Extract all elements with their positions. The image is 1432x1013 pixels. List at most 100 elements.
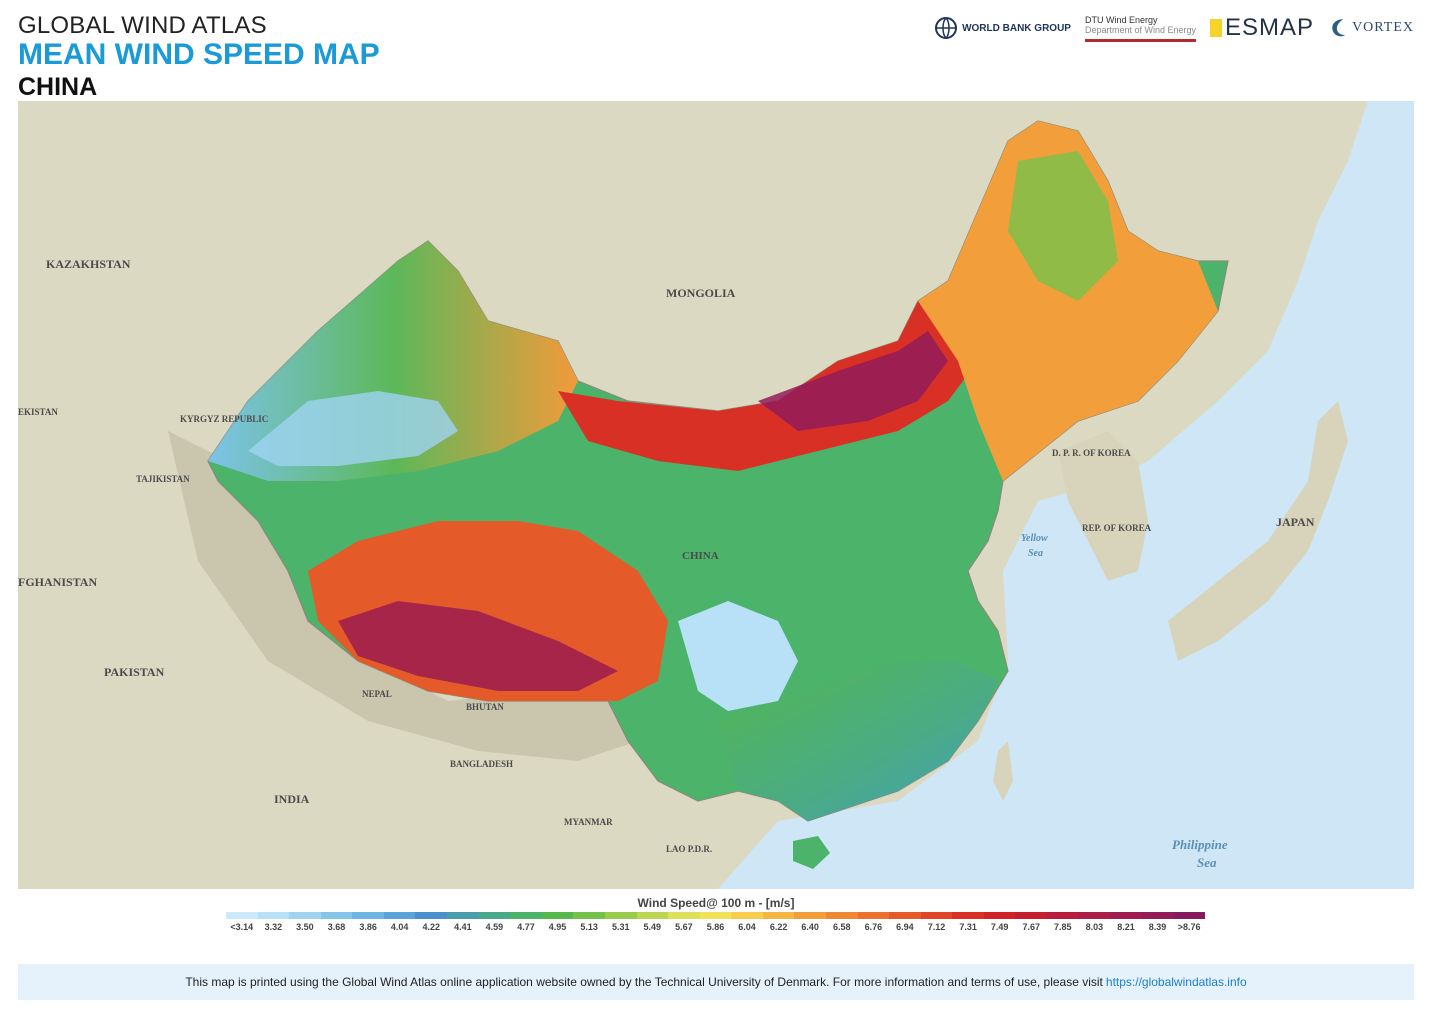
- legend-tick-label: 7.67: [1022, 922, 1040, 932]
- legend-tick-label: 4.95: [548, 922, 567, 932]
- legend-swatch: [352, 912, 384, 919]
- esmap-label: ESMAP: [1225, 14, 1315, 41]
- legend-swatch: [289, 912, 321, 919]
- legend-tick-label: 7.85: [1054, 922, 1072, 932]
- legend-tick-label: 8.21: [1117, 922, 1135, 932]
- label-afghanistan: FGHANISTAN: [18, 575, 97, 589]
- label-kazakhstan: KAZAKHSTAN: [46, 257, 131, 271]
- label-nepal: NEPAL: [362, 689, 392, 699]
- footer-notice: This map is printed using the Global Win…: [18, 964, 1414, 1000]
- northeast-region: [918, 121, 1218, 481]
- legend-swatch: [447, 912, 479, 919]
- legend-tick-label: 6.40: [801, 922, 819, 932]
- partner-logos: WORLD BANK GROUP DTU Wind Energy Departm…: [934, 14, 1414, 42]
- label-india: INDIA: [274, 792, 310, 806]
- dtu-label: DTU Wind Energy: [1084, 14, 1158, 25]
- esmap-logo: ESMAP: [1210, 14, 1314, 42]
- label-korea: REP. OF KOREA: [1082, 523, 1152, 533]
- legend-swatch: [1015, 912, 1048, 919]
- legend-swatch: [1078, 912, 1111, 919]
- legend-tick-label: 7.49: [990, 922, 1009, 932]
- northern-high-wind-band: [558, 301, 978, 471]
- legend-tick-label: 3.68: [327, 922, 346, 932]
- legend-swatch: [383, 912, 416, 919]
- legend-tick-label: 5.49: [643, 922, 662, 932]
- legend-swatch: [889, 912, 921, 919]
- world-bank-label: WORLD BANK GROUP: [962, 22, 1071, 34]
- legend-swatch: [573, 912, 605, 919]
- legend-swatch: [794, 912, 826, 919]
- legend-tick-label: <3.14: [230, 922, 254, 932]
- legend-color-bar: [226, 912, 1205, 919]
- world-bank-logo: WORLD BANK GROUP: [934, 16, 1071, 40]
- label-mongolia: MONGOLIA: [666, 286, 736, 300]
- dtu-logo: DTU Wind Energy Department of Wind Energ…: [1084, 14, 1197, 42]
- label-philippine-sea-1: Philippine: [1172, 837, 1228, 852]
- vortex-logo: VORTEX: [1328, 17, 1414, 39]
- legend-swatch: [541, 912, 574, 919]
- label-lao: LAO P.D.R.: [666, 844, 712, 854]
- legend-swatch: [952, 912, 984, 919]
- legend-tick-label: 8.39: [1148, 922, 1167, 932]
- legend-swatch: [415, 912, 448, 919]
- korea-peninsula: [1058, 431, 1148, 581]
- legend-swatch: [226, 912, 258, 919]
- label-bhutan: BHUTAN: [466, 702, 504, 712]
- legend-tick-label: 7.12: [927, 922, 946, 932]
- legend-tick-label: 6.76: [864, 922, 883, 932]
- legend-tick-label: 4.04: [390, 922, 409, 932]
- legend-tick-label: 4.22: [422, 922, 441, 932]
- country-title: CHINA: [18, 73, 98, 101]
- label-philippine-sea-2: Sea: [1197, 855, 1217, 870]
- legend-swatch: [731, 912, 763, 919]
- label-bangladesh: BANGLADESH: [450, 759, 513, 769]
- sichuan-basin-low: [678, 601, 798, 711]
- label-yellow-sea-1: Yellow: [1021, 533, 1048, 544]
- header: GLOBAL WIND ATLAS MEAN WIND SPEED MAP CH…: [18, 12, 380, 104]
- label-china: CHINA: [682, 550, 719, 562]
- legend-swatch: [257, 912, 290, 919]
- legend-swatch: [857, 912, 890, 919]
- footer-link[interactable]: https://globalwindatlas.info: [1105, 975, 1247, 989]
- legend-tick-label: 3.32: [264, 922, 283, 932]
- vortex-icon: [1332, 19, 1346, 37]
- atlas-title: GLOBAL WIND ATLAS: [18, 12, 267, 39]
- legend-tick-label: >8.76: [1177, 922, 1201, 932]
- legend-tick-label: 6.22: [769, 922, 788, 932]
- legend-ticks: <3.14 3.32 3.50 3.68 3.86 4.04 4.22 4.41 4.59 4.7…: [226, 922, 1205, 932]
- legend-tick-label: 7.31: [959, 922, 977, 932]
- globe-icon: [935, 17, 958, 39]
- legend-swatch: [1110, 912, 1142, 919]
- map-title: MEAN WIND SPEED MAP: [18, 38, 380, 71]
- legend-swatch: [762, 912, 795, 919]
- taiwan-island: [993, 741, 1013, 801]
- legend-swatch: [825, 912, 858, 919]
- legend-tick-label: 5.86: [706, 922, 725, 932]
- dtu-sublabel: Department of Wind Energy: [1084, 24, 1197, 35]
- northeast-green: [1008, 151, 1118, 301]
- label-dprk: D. P. R. OF KOREA: [1052, 448, 1131, 458]
- legend-tick-label: 6.04: [738, 922, 756, 932]
- legend-tick-label: 8.03: [1085, 922, 1104, 932]
- footer-text: This map is printed using the Global Win…: [185, 975, 1103, 989]
- label-kyrgyz: KYRGYZ REPUBLIC: [180, 414, 268, 424]
- legend-swatch: [636, 912, 669, 919]
- legend-tick-label: 5.67: [675, 922, 693, 932]
- legend-tick-label: 3.86: [359, 922, 377, 932]
- legend-swatch: [604, 912, 637, 919]
- hainan-island: [793, 836, 830, 869]
- northern-max-wind: [758, 331, 948, 431]
- legend-swatch: [920, 912, 953, 919]
- ocean: [718, 101, 1414, 889]
- legend-swatch: [510, 912, 542, 919]
- south-china-region: [718, 661, 998, 821]
- legend-swatch: [320, 912, 353, 919]
- legend-tick-label: 5.31: [611, 922, 630, 932]
- legend-tick-label: 4.59: [485, 922, 504, 932]
- label-tajikistan: TAJIKISTAN: [136, 474, 190, 484]
- legend-tick-label: 6.58: [833, 922, 851, 932]
- label-ekistan: EKISTAN: [18, 407, 58, 417]
- label-yellow-sea-2: Sea: [1028, 548, 1043, 559]
- legend-tick-label: 4.77: [517, 922, 535, 932]
- label-pakistan: PAKISTAN: [104, 665, 165, 679]
